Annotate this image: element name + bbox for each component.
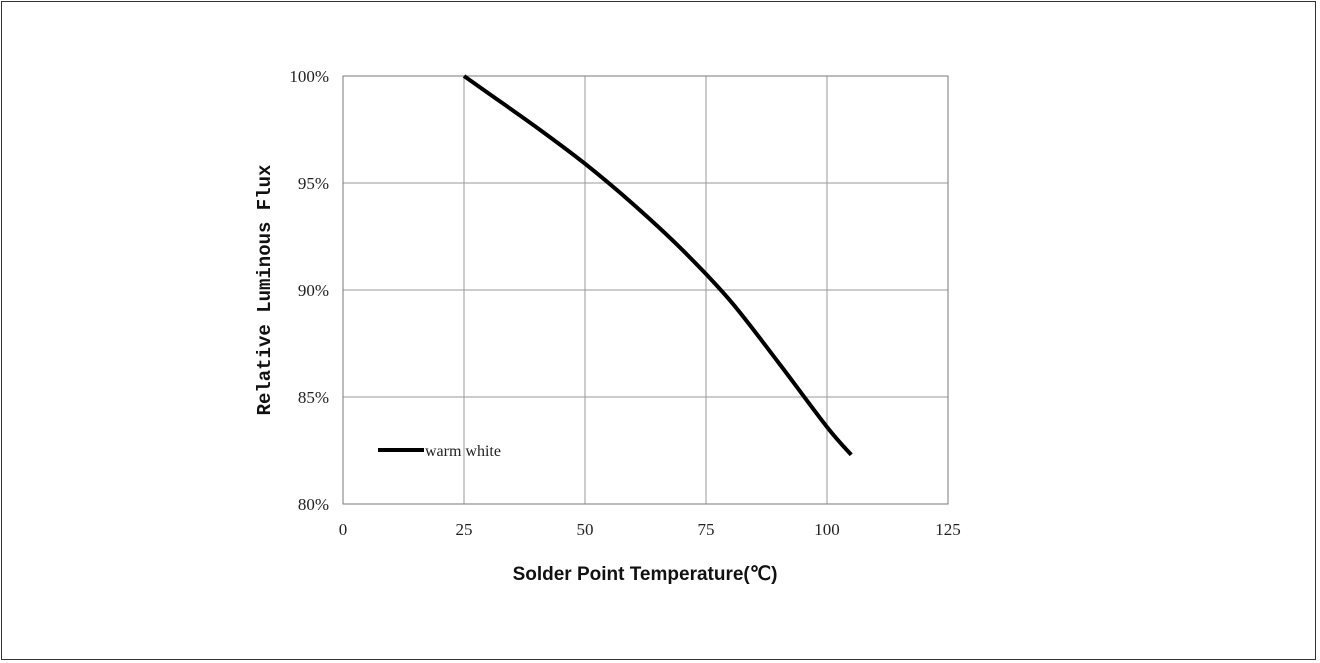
series-lines [462, 74, 853, 457]
legend: warm white [378, 443, 501, 460]
legend-label-warm-white: warm white [425, 443, 501, 460]
x-axis-ticks: 0 25 50 75 100 125 [339, 520, 961, 539]
y-tick-label: 80% [298, 495, 329, 514]
x-tick-label: 100 [814, 520, 840, 539]
series-line-warm-white [462, 74, 853, 457]
x-tick-label: 50 [577, 520, 594, 539]
y-tick-label: 90% [298, 281, 329, 300]
x-tick-label: 0 [339, 520, 348, 539]
y-tick-label: 85% [298, 388, 329, 407]
x-tick-label: 75 [698, 520, 715, 539]
y-tick-label: 95% [298, 174, 329, 193]
plot-area-border [342, 75, 949, 505]
x-tick-label: 25 [456, 520, 473, 539]
grid-lines [342, 75, 949, 505]
x-tick-label: 125 [935, 520, 961, 539]
y-axis-label: Relative Luminous Flux [254, 165, 276, 416]
x-axis-label: Solder Point Temperature(℃) [513, 564, 778, 585]
y-tick-label: 100% [289, 67, 329, 86]
y-axis-ticks: 80% 85% 90% 95% 100% [289, 67, 329, 514]
